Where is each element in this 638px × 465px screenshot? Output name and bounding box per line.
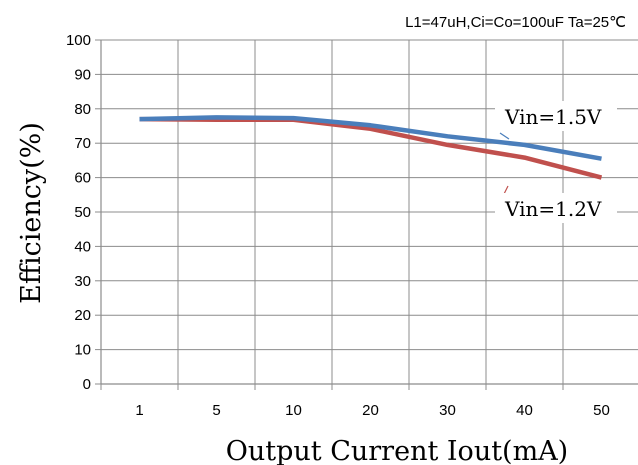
y-tick-label: 90 — [74, 66, 91, 83]
y-tick-label: 10 — [74, 342, 91, 359]
x-tick-label: 10 — [285, 402, 302, 419]
x-tick-label: 30 — [439, 402, 456, 419]
x-tick-label: 50 — [593, 402, 610, 419]
y-tick-label: 60 — [74, 170, 91, 187]
chart-title: L1=47uH,Ci=Co=100uF Ta=25℃ — [405, 14, 626, 31]
y-tick-label: 0 — [83, 376, 91, 393]
y-tick-label: 100 — [66, 32, 91, 49]
grid — [101, 39, 638, 384]
y-tick-label: 50 — [74, 204, 91, 221]
y-tick-labels: 0 10 20 30 40 50 60 70 80 90 100 — [66, 32, 91, 393]
x-tick-labels: 1 5 10 20 30 40 50 — [135, 402, 610, 419]
x-tick-label: 5 — [212, 402, 220, 419]
y-tick-label: 20 — [74, 307, 91, 324]
y-tick-label: 80 — [74, 101, 91, 118]
y-axis-title: Efficiency(%) — [16, 122, 47, 304]
x-tick-label: 40 — [516, 402, 533, 419]
series-label-vin-1-2v: Vin=1.2V — [504, 197, 602, 221]
x-tick-label: 20 — [362, 402, 379, 419]
series-label-2-bg — [495, 193, 617, 223]
series-label-vin-1-5v: Vin=1.5V — [504, 105, 602, 129]
series-leader-vin-1-5v — [499, 132, 510, 140]
series-label-1-bg — [495, 101, 617, 131]
x-tick-label: 1 — [135, 402, 143, 419]
series-line-vin-1-2v — [139, 116, 603, 180]
y-tick-label: 30 — [74, 273, 91, 290]
y-tick-label: 40 — [74, 238, 91, 255]
series-line-vin-1-5v — [139, 115, 602, 161]
axes — [95, 39, 638, 390]
x-axis-title: Output Current Iout(mA) — [226, 436, 568, 465]
y-tick-label: 70 — [74, 135, 91, 152]
